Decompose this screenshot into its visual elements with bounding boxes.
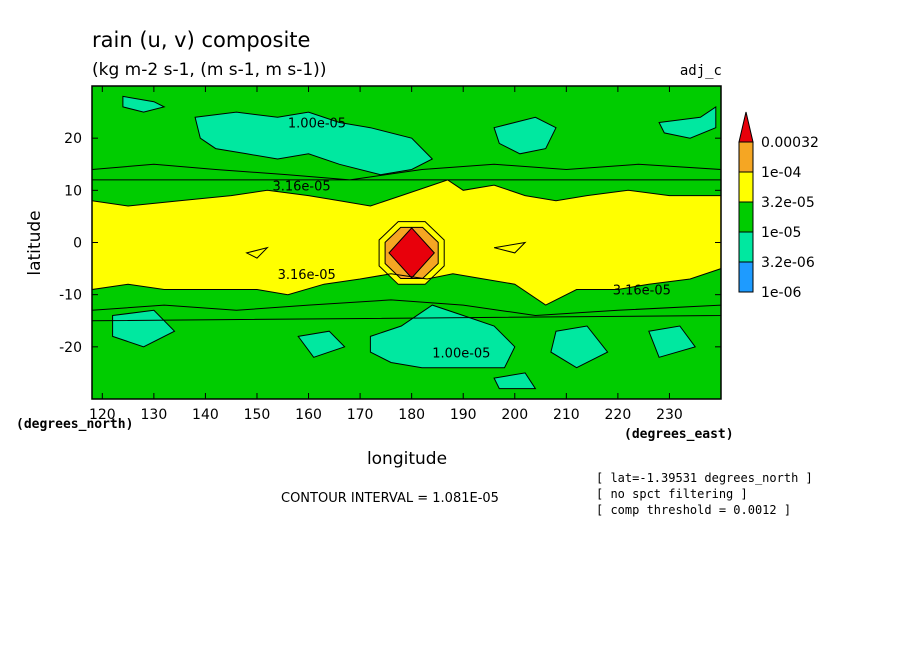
colorbar-segment xyxy=(738,231,754,263)
teal-region-south-east xyxy=(550,326,608,368)
y-units-label: (degrees_north) xyxy=(16,417,133,432)
y-axis: 20 10 0 -10 -20 xyxy=(59,131,721,356)
y-axis-label: latitude xyxy=(25,210,45,275)
contour-line-teal-region-south-east xyxy=(550,325,609,369)
contour-line-teal-region-north-mid xyxy=(493,116,557,155)
contour-line-teal-region-south-far-east xyxy=(648,325,697,358)
y-tick-label: -10 xyxy=(59,288,82,304)
info-block: [ lat=-1.39531 degrees_north ] [ no spct … xyxy=(596,471,813,517)
x-tick-label: 230 xyxy=(656,407,683,423)
x-units-label: (degrees_east) xyxy=(624,427,734,442)
x-tick-label: 210 xyxy=(553,407,580,423)
x-axis: 120 130 140 150 160 170 180 190 200 210 220 230 xyxy=(89,86,683,423)
chart-title: rain (u, v) composite xyxy=(92,28,310,52)
info-line: [ comp threshold = 0.0012 ] xyxy=(596,503,791,517)
contour-line-teal-region-north-west xyxy=(122,95,166,113)
x-axis-label: longitude xyxy=(367,449,447,469)
colorbar-label: 3.2e-05 xyxy=(761,195,815,211)
y-tick-label: -20 xyxy=(59,340,82,356)
colorbar-segment xyxy=(738,261,754,293)
x-tick-label: 190 xyxy=(450,407,477,423)
plot-area: 1.00e-05 3.16e-05 3.16e-05 3.16e-05 1.00e-05 xyxy=(91,85,722,400)
contour-label: 3.16e-05 xyxy=(278,268,336,283)
contour-line-extra-2 xyxy=(245,246,269,259)
x-tick-label: 200 xyxy=(501,407,528,423)
contour-label: 1.00e-05 xyxy=(288,117,346,132)
x-tick-label: 160 xyxy=(295,407,322,423)
info-line: [ lat=-1.39531 degrees_north ] xyxy=(596,471,813,485)
info-line: [ no spct filtering ] xyxy=(596,487,748,501)
colorbar-segment xyxy=(738,171,754,203)
corner-label: adj_c xyxy=(680,63,722,79)
contour-interval-text: CONTOUR INTERVAL = 1.081E-05 xyxy=(281,491,499,506)
contour-line-teal-region-south-edge xyxy=(493,372,537,390)
y-tick-label: 20 xyxy=(64,131,82,147)
teal-region-north-west xyxy=(122,96,165,113)
contour-fields xyxy=(92,96,721,389)
x-tick-label: 140 xyxy=(192,407,219,423)
colorbar-label: 1e-06 xyxy=(761,285,801,301)
teal-region-south-main xyxy=(370,305,515,368)
teal-region-north-mid xyxy=(494,117,556,154)
colorbar-label: 1e-05 xyxy=(761,225,801,241)
y-tick-label: 0 xyxy=(73,236,82,252)
contour-line-teal-region-north-east xyxy=(658,105,717,139)
x-tick-label: 180 xyxy=(398,407,425,423)
colorbar-label: 3.2e-06 xyxy=(761,255,815,271)
teal-region-south-west xyxy=(112,310,175,347)
contour-line-extra-3 xyxy=(493,241,527,254)
contour-label: 3.16e-05 xyxy=(613,284,671,299)
contour-label: 3.16e-05 xyxy=(272,179,330,194)
teal-region-north-east xyxy=(659,106,716,139)
contour-line-teal-region-south-west xyxy=(112,309,176,348)
x-tick-label: 170 xyxy=(347,407,374,423)
teal-region-north-main xyxy=(195,112,433,175)
contour-line-teal-region-south-main xyxy=(369,304,516,369)
contour-line-teal-region-south-mid xyxy=(297,330,346,358)
y-tick-label: 10 xyxy=(64,183,82,199)
colorbar: 0.00032 1e-04 3.2e-05 1e-05 3.2e-06 1e-06 xyxy=(738,111,819,301)
x-tick-label: 130 xyxy=(141,407,168,423)
contour-label: 1.00e-05 xyxy=(432,346,490,361)
colorbar-segment xyxy=(738,201,754,233)
contour-line-teal-region-north-main xyxy=(194,111,434,176)
colorbar-label: 0.00032 xyxy=(761,135,819,151)
contour-line-extra-1 xyxy=(91,299,722,322)
contour-labels: 1.00e-05 3.16e-05 3.16e-05 3.16e-05 1.00e-05 xyxy=(272,117,670,362)
teal-region-south-mid xyxy=(298,331,345,358)
x-tick-label: 220 xyxy=(605,407,632,423)
x-tick-label: 120 xyxy=(89,407,116,423)
peak-red-core xyxy=(388,227,435,279)
x-tick-label: 150 xyxy=(244,407,271,423)
colorbar-label: 1e-04 xyxy=(761,165,801,181)
colorbar-top-triangle xyxy=(738,111,754,143)
chart-subtitle: (kg m-2 s-1, (m s-1, m s-1)) xyxy=(92,60,326,80)
teal-region-south-far-east xyxy=(648,326,696,358)
colorbar-segment xyxy=(738,141,754,173)
